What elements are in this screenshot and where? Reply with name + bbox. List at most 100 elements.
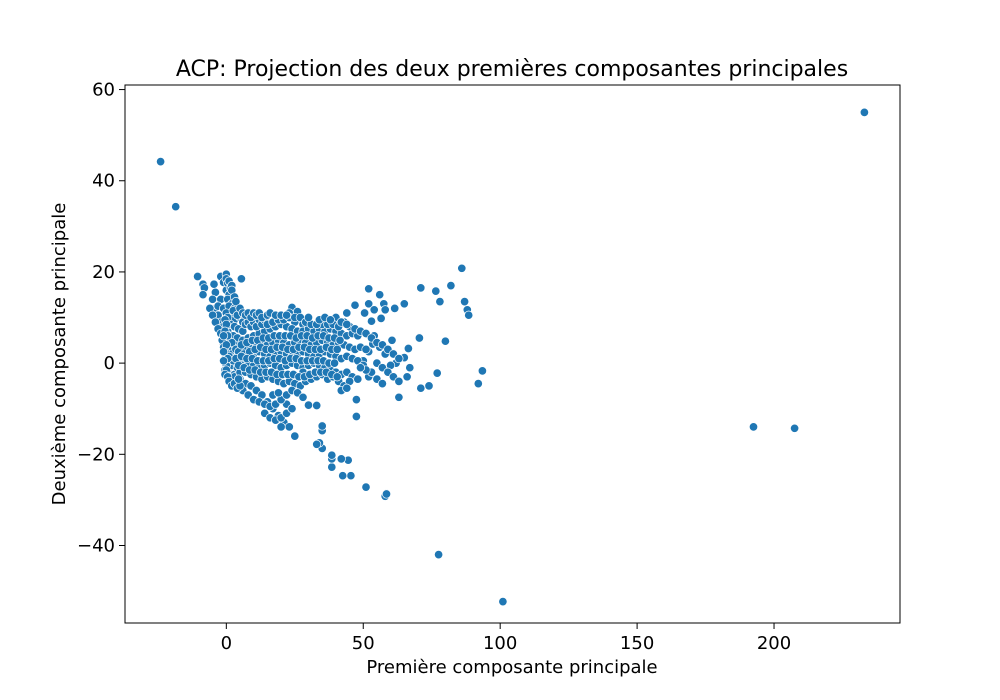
data-point <box>431 286 441 296</box>
data-point <box>390 303 400 313</box>
data-point <box>416 283 426 293</box>
data-point <box>351 395 361 405</box>
data-point <box>236 274 246 284</box>
data-point <box>273 388 283 398</box>
chart-title: ACP: Projection des deux premières compo… <box>176 57 848 82</box>
data-point <box>394 354 404 364</box>
y-tick-label: −20 <box>77 444 115 465</box>
data-point <box>312 400 322 411</box>
data-point <box>473 379 483 389</box>
data-point <box>399 299 409 309</box>
data-point <box>376 313 386 323</box>
data-point <box>198 290 208 300</box>
data-point <box>457 263 467 273</box>
data-point <box>364 299 374 309</box>
data-point <box>317 421 327 431</box>
data-point <box>332 344 342 354</box>
data-point <box>351 411 361 422</box>
data-point <box>332 372 342 382</box>
data-point <box>290 431 300 441</box>
y-axis-label: Deuxième composante principale <box>49 203 70 506</box>
data-point <box>394 392 404 402</box>
data-point <box>342 319 352 329</box>
data-point <box>446 281 456 291</box>
x-tick-label: 200 <box>757 633 791 654</box>
data-point <box>276 422 286 432</box>
data-point <box>287 404 297 414</box>
data-point <box>416 383 426 393</box>
data-point <box>790 423 800 433</box>
data-point <box>327 462 337 472</box>
data-point <box>377 379 387 389</box>
data-point <box>338 471 348 481</box>
data-point <box>156 157 166 167</box>
data-point <box>464 310 474 320</box>
data-point <box>432 368 442 378</box>
y-tick-label: 60 <box>92 80 115 101</box>
y-tick-label: 0 <box>104 353 115 374</box>
data-point <box>364 284 374 294</box>
data-point <box>353 374 363 384</box>
data-point <box>366 316 377 326</box>
data-point <box>435 297 445 307</box>
y-tick-label: 20 <box>92 262 115 283</box>
data-point <box>329 358 340 368</box>
data-point <box>342 383 352 393</box>
data-point <box>859 107 869 117</box>
data-point <box>303 400 314 410</box>
x-tick-label: 0 <box>221 633 232 654</box>
data-point <box>360 308 370 318</box>
data-point <box>219 347 229 357</box>
data-point <box>327 450 337 460</box>
data-point <box>498 597 508 607</box>
data-point <box>405 363 415 373</box>
x-tick-label: 50 <box>352 633 375 654</box>
y-tick-label: −40 <box>77 535 115 556</box>
data-point <box>355 363 366 373</box>
data-point <box>335 335 345 345</box>
data-point <box>219 356 229 366</box>
y-axis-ticks: −40 −20 0 20 40 60 <box>77 80 125 556</box>
data-point <box>219 331 229 341</box>
y-tick-label: 40 <box>92 171 115 192</box>
data-point <box>234 374 244 384</box>
data-point <box>350 300 360 310</box>
data-point <box>342 308 352 318</box>
x-axis-label: Première composante principale <box>366 657 657 678</box>
data-point <box>369 305 379 315</box>
data-point <box>460 297 470 307</box>
data-point <box>477 366 487 376</box>
data-point <box>209 279 219 289</box>
data-point <box>440 336 450 346</box>
data-point <box>336 454 346 464</box>
points-layer <box>156 107 869 607</box>
x-axis-ticks: 0 50 100 150 200 <box>221 623 791 654</box>
x-tick-label: 150 <box>620 633 654 654</box>
x-tick-label: 100 <box>483 633 517 654</box>
data-point <box>282 310 292 320</box>
data-point <box>171 202 181 212</box>
data-point <box>303 312 314 323</box>
data-point <box>748 422 759 432</box>
data-point <box>325 315 335 325</box>
data-point <box>414 333 424 343</box>
data-point <box>193 271 203 282</box>
data-point <box>434 550 444 560</box>
data-point <box>394 376 404 386</box>
data-point <box>402 372 412 382</box>
data-point <box>424 381 434 391</box>
data-point <box>284 422 294 432</box>
data-point <box>387 335 397 345</box>
data-point <box>403 343 413 354</box>
data-point <box>312 439 322 449</box>
data-point <box>361 482 371 492</box>
data-point <box>361 344 371 354</box>
data-point <box>375 290 385 300</box>
data-point <box>208 294 218 304</box>
data-point <box>380 305 390 315</box>
data-point <box>231 297 241 307</box>
data-point <box>381 489 392 499</box>
data-point <box>346 471 356 481</box>
